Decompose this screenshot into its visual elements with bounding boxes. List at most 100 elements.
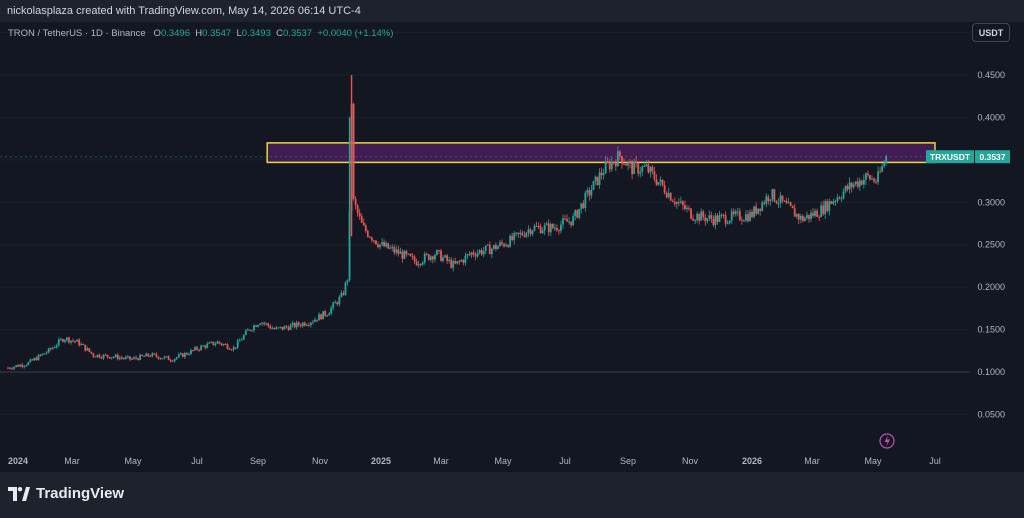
price-tick-label: 0.1000 [977, 367, 1005, 377]
candle-body [629, 162, 631, 164]
candle-body [271, 328, 274, 330]
candle-body [336, 302, 339, 305]
resistance-zone [266, 142, 936, 164]
candle-body [673, 201, 676, 205]
candle-body [826, 201, 829, 212]
candle-body [543, 225, 546, 231]
candle-body [100, 357, 103, 359]
candle-body [13, 366, 15, 369]
candle-body [842, 191, 845, 199]
candle-body [828, 201, 831, 212]
candle-body [387, 243, 390, 249]
candle-body [346, 280, 349, 283]
candle-body [781, 195, 784, 201]
candle-body [641, 166, 644, 172]
candle-body [78, 339, 81, 346]
candle-body [261, 322, 264, 324]
candle-body [84, 344, 87, 351]
candle-body [503, 243, 505, 247]
candle-body [867, 173, 869, 176]
candle-body [188, 354, 190, 356]
chart-pane[interactable]: 0.50000.45000.40000.35000.30000.25000.20… [0, 22, 1024, 472]
candle-body [310, 322, 312, 326]
candle-body [216, 341, 219, 344]
candle-body [631, 162, 633, 175]
candle-body [822, 205, 825, 215]
candle-body [812, 212, 814, 216]
candle-body [379, 244, 381, 248]
candle-body [775, 201, 778, 204]
candle-body [112, 356, 115, 358]
candle-body [393, 247, 396, 253]
candle-body [860, 180, 863, 185]
candle-body [450, 259, 453, 268]
candle-body [702, 211, 705, 218]
candle-body [218, 341, 221, 344]
time-tick-label: 2025 [371, 456, 391, 466]
candle-body [246, 329, 249, 331]
open-label: O [153, 28, 161, 39]
candle-body [135, 357, 137, 359]
candle-body [354, 198, 357, 206]
candle-body [322, 311, 324, 320]
candle-body [795, 214, 798, 217]
candle-body [409, 253, 412, 257]
candle-body [877, 171, 879, 183]
candle-body [706, 218, 709, 222]
candle-body [214, 343, 217, 345]
candle-body [661, 179, 664, 186]
candle-body [488, 244, 491, 255]
candle-body [722, 214, 725, 216]
candle-body [305, 324, 308, 326]
candle-body [582, 203, 585, 209]
candle-body [848, 182, 851, 190]
candle-body [610, 161, 613, 170]
candle-body [494, 245, 497, 250]
candle-body [470, 252, 473, 255]
candle-body [517, 232, 520, 235]
currency-button[interactable]: USDT [972, 23, 1010, 42]
candle-body [413, 256, 416, 262]
candle-body [596, 176, 599, 185]
candle-body [370, 237, 373, 241]
candle-body [844, 186, 847, 192]
candle-body [594, 176, 597, 182]
candle-body [696, 213, 699, 221]
candle-body [679, 201, 682, 203]
candle-body [47, 348, 50, 353]
candle-body [854, 181, 857, 185]
candle-body [41, 353, 44, 356]
candle-body [198, 349, 200, 351]
candle-body [287, 327, 290, 330]
candle-body [301, 322, 304, 327]
candle-body [131, 358, 133, 360]
candle-body [29, 359, 32, 363]
candle-body [431, 256, 434, 260]
candle-body [659, 179, 662, 183]
candle-body [468, 254, 471, 256]
candle-body [9, 367, 11, 369]
candle-body [612, 161, 615, 163]
candle-body [682, 201, 684, 206]
tradingview-logo[interactable]: TradingView [8, 485, 124, 502]
candle-body [537, 226, 540, 228]
candle-body [344, 282, 347, 295]
candle-body [529, 229, 532, 235]
candle-body [127, 356, 129, 358]
candle-body [232, 347, 235, 350]
candle-body [533, 225, 536, 231]
candle-body [698, 213, 701, 221]
price-chart[interactable]: 0.50000.45000.40000.35000.30000.25000.20… [0, 22, 1024, 472]
candle-body [375, 240, 377, 245]
candle-body [712, 219, 715, 226]
candle-body [527, 229, 530, 233]
candle-body [653, 171, 656, 180]
candle-body [810, 212, 812, 219]
candle-body [80, 343, 83, 346]
candle-body [220, 343, 223, 345]
candle-body [789, 202, 792, 206]
candle-body [328, 313, 331, 316]
candle-body [771, 189, 774, 200]
candle-body [173, 358, 176, 362]
candle-body [519, 232, 522, 235]
